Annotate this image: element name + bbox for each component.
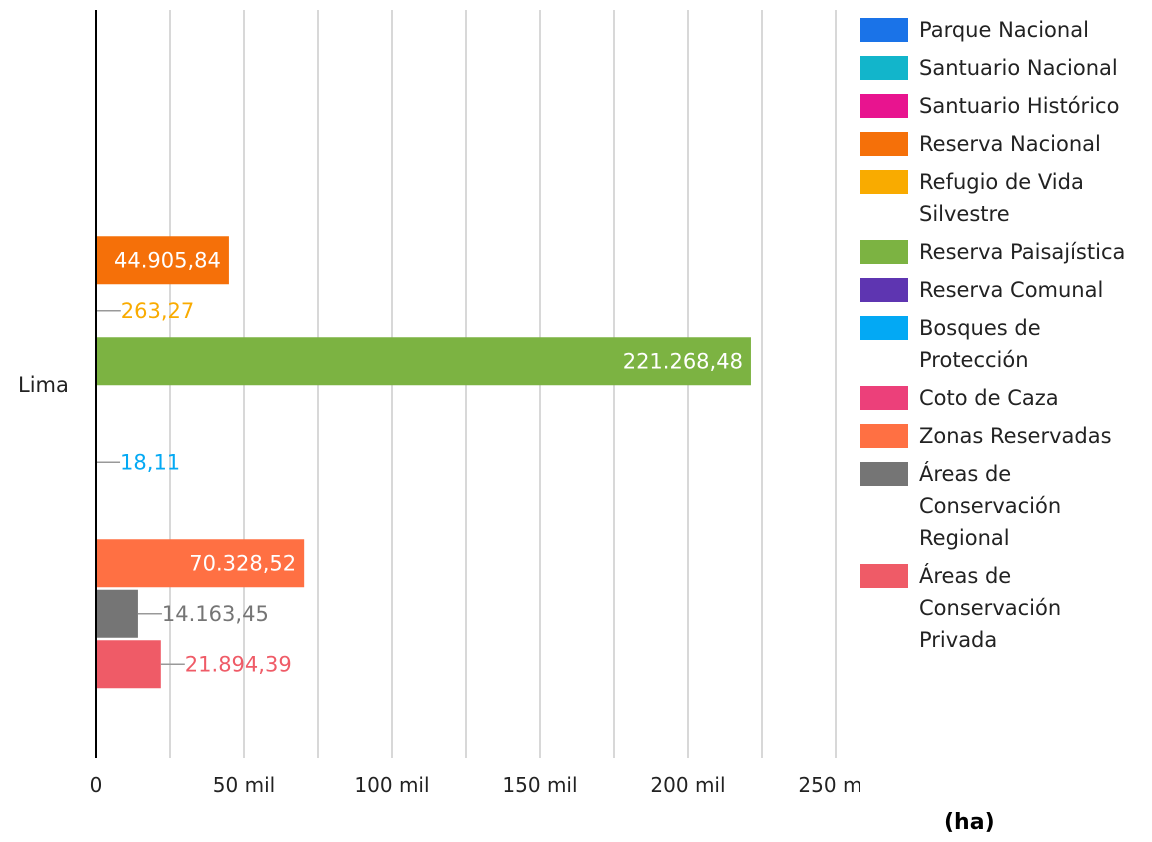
legend-label: Zonas Reservadas — [919, 424, 1112, 448]
legend-label: Bosques de Protección — [919, 316, 1041, 372]
legend-swatch — [860, 564, 908, 588]
data-label: 18,11 — [120, 450, 180, 474]
data-label: 44.905,84 — [114, 248, 221, 272]
legend-label: Áreas de Conservación Privada — [919, 564, 1062, 652]
unit-label: (ha) — [944, 810, 995, 835]
bar — [96, 236, 229, 285]
legend-label: Santuario Histórico — [919, 94, 1120, 118]
bars: 44.905,84 263,27 221.268,48 18,11 70.328,52 1… — [96, 236, 751, 689]
legend-label: Reserva Paisajística — [919, 240, 1126, 264]
legend: Parque Nacional Santuario Nacional Santuar… — [860, 14, 1150, 662]
legend-swatch — [860, 18, 908, 42]
category-label: Lima — [18, 373, 69, 397]
legend-label: Reserva Nacional — [919, 132, 1101, 156]
legend-label: Parque Nacional — [919, 18, 1089, 42]
legend-item: Reserva Comunal — [860, 274, 1150, 306]
legend-label: Coto de Caza — [919, 386, 1059, 410]
data-label: 263,27 — [121, 299, 194, 323]
data-label: 221.268,48 — [623, 349, 743, 373]
legend-item: Áreas de Conservación Regional — [860, 458, 1150, 554]
bar-chart: 44.905,84 263,27 221.268,48 18,11 70.328,52 1… — [18, 10, 860, 797]
legend-item: Refugio de Vida Silvestre — [860, 166, 1150, 230]
legend-swatch — [860, 424, 908, 448]
x-tick-label: 200 mil — [650, 773, 725, 797]
legend-swatch — [860, 132, 908, 156]
legend-label: Áreas de Conservación Regional — [919, 462, 1062, 550]
legend-item: Santuario Nacional — [860, 52, 1150, 84]
data-label: 21.894,39 — [185, 652, 292, 676]
bar — [96, 589, 138, 638]
x-tick-label: 250 mil — [798, 773, 860, 797]
legend-swatch — [860, 170, 908, 194]
x-tick-label: 100 mil — [354, 773, 429, 797]
legend-item: Parque Nacional — [860, 14, 1150, 46]
legend-swatch — [860, 94, 908, 118]
legend-item: Reserva Paisajística — [860, 236, 1150, 268]
data-label: 14.163,45 — [162, 602, 269, 626]
legend-label: Santuario Nacional — [919, 56, 1118, 80]
x-tick-label: 0 — [90, 773, 103, 797]
legend-swatch — [860, 316, 908, 340]
legend-swatch — [860, 462, 908, 486]
x-tick-labels: 0 50 mil 100 mil 150 mil 200 mil 250 mil — [90, 773, 860, 797]
data-label: 70.328,52 — [189, 551, 296, 575]
x-tick-label: 150 mil — [502, 773, 577, 797]
legend-item: Bosques de Protección — [860, 312, 1150, 376]
legend-item: Reserva Nacional — [860, 128, 1150, 160]
legend-label: Refugio de Vida Silvestre — [919, 170, 1084, 226]
legend-item: Zonas Reservadas — [860, 420, 1150, 452]
bar — [96, 640, 161, 689]
legend-swatch — [860, 56, 908, 80]
legend-item: Santuario Histórico — [860, 90, 1150, 122]
legend-swatch — [860, 278, 908, 302]
legend-swatch — [860, 386, 908, 410]
x-tick-label: 50 mil — [213, 773, 275, 797]
bar — [96, 539, 305, 588]
legend-item: Áreas de Conservación Privada — [860, 560, 1150, 656]
legend-label: Reserva Comunal — [919, 278, 1104, 302]
legend-swatch — [860, 240, 908, 264]
legend-item: Coto de Caza — [860, 382, 1150, 414]
bar — [96, 337, 751, 386]
